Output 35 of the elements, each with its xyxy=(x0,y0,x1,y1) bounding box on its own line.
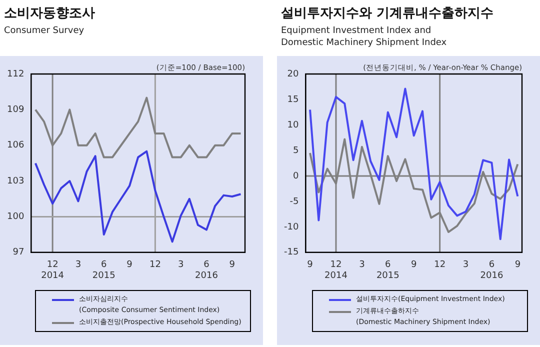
x-tick-label: 9 xyxy=(126,260,133,270)
chart-subtitle: Consumer Survey xyxy=(4,25,86,37)
x-tick-label: 12 xyxy=(434,260,446,270)
y-tick-label: 5 xyxy=(292,146,299,156)
y-tick-label: 97 xyxy=(12,248,24,258)
y-tick-label: -15 xyxy=(284,248,299,258)
y-tick-label: 100 xyxy=(6,212,24,222)
x-tick-label: 9 xyxy=(410,260,417,270)
x-tick-label: 6 2015 xyxy=(376,260,400,281)
x-tick-label: 3 xyxy=(359,260,365,270)
y-tick-label: -10 xyxy=(284,222,299,232)
y-tick-label: 20 xyxy=(287,69,299,80)
chart-subtitle: Equipment Investment Index and Domestic Machinery Shipment Index xyxy=(281,25,448,49)
y-tick-label: 106 xyxy=(6,140,24,151)
x-tick-label: 9 xyxy=(229,260,236,270)
y-tick-label: -5 xyxy=(290,196,299,207)
x-tick-label: 12 xyxy=(149,260,161,270)
x-tick-label: 3 xyxy=(178,260,184,270)
y-tick-label: 103 xyxy=(6,176,24,186)
y-tick-label: 15 xyxy=(287,94,299,105)
x-tick-label: 6 2015 xyxy=(92,260,116,281)
x-tick-label: 3 xyxy=(75,260,82,270)
x-tick-label: 9 xyxy=(514,260,521,270)
x-tick-label: 12 2014 xyxy=(41,260,64,281)
x-tick-label: 9 xyxy=(307,260,314,270)
x-tick-label: 3 xyxy=(462,260,469,270)
x-tick-label: 6 2016 xyxy=(480,260,504,281)
chart-title: 소비자동향조사 xyxy=(4,5,96,22)
y-tick-label: 109 xyxy=(6,105,24,116)
y-tick-label: 10 xyxy=(287,120,299,130)
y-tick-label: 112 xyxy=(6,69,24,80)
y-tick-label: 0 xyxy=(292,171,299,182)
x-tick-label: 6 2016 xyxy=(195,260,218,281)
chart-title: 설비투자지수와 기계류내수출하지수 xyxy=(281,5,495,22)
x-tick-label: 12 2014 xyxy=(324,260,348,281)
